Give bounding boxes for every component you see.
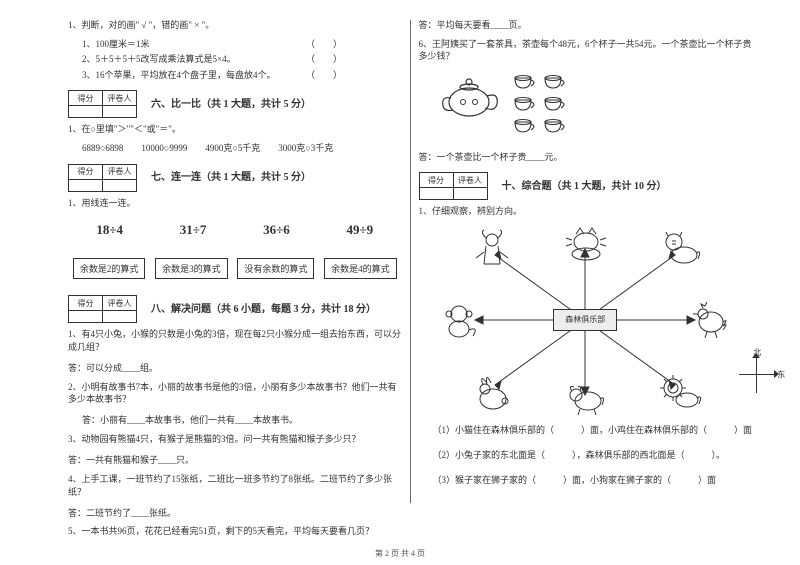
- judge-text-1: 1、100厘米＝1米: [82, 38, 150, 51]
- sec8-q5: 5、一本书共96页，花花已经看完51页，剩下的5天看完，平均每天要看几页？: [68, 525, 402, 538]
- compass-north: 北: [753, 347, 761, 358]
- section-7-header: 得分评卷人 七、连一连（共 1 大题，共计 5 分）: [68, 158, 402, 194]
- judge-paren-1: （ ）: [306, 38, 342, 51]
- equation-row: 18÷4 31÷7 36÷6 49÷9: [68, 222, 402, 238]
- eq-3: 36÷6: [263, 222, 290, 238]
- judge-text-2: 2、5＋5＋5＋5改写成乘法算式是5×4。: [82, 53, 236, 66]
- sec8-q6: 6、王阿姨买了一套茶具，茶壶每个48元，6个杯子一共54元。一个茶壶比一个杯子贵…: [419, 38, 753, 63]
- section-10-header: 得分评卷人 十、综合题（共 1 大题，共计 10 分）: [419, 166, 753, 202]
- eq-2: 31÷7: [180, 222, 207, 238]
- remainder-box-row: 余数是2的算式 余数是3的算式 没有余数的算式 余数是4的算式: [68, 258, 402, 279]
- sec8-a3: 答：一共有熊猫和猴子____只。: [68, 454, 402, 467]
- sec8-q4: 4、上手工课，一班节约了15张纸，二班比一班多节约了8张纸。二班节约了多少张纸？: [68, 473, 402, 498]
- section-10-title: 十、综合题（共 1 大题，共计 10 分）: [502, 177, 667, 192]
- animal-rabbit-icon: [471, 373, 513, 413]
- sec10-fill-1: （1）小猫住在森林俱乐部的（ ）面，小鸡住在森林俱乐部的（ ）面: [433, 423, 753, 436]
- sec8-q3: 3、动物园有熊猫4只，有猴子是熊猫的3倍。问一共有熊猫和猴子多少只？: [68, 433, 402, 446]
- score-table-10: 得分评卷人: [419, 172, 488, 200]
- animal-chicken-icon: [691, 301, 733, 341]
- sec8-a1: 答：可以分成____组。: [68, 362, 402, 375]
- sec6-row: 6889○6898 10000○9999 4900克○5千克 3000克○3千克: [68, 142, 402, 155]
- judge-item-1: 1、100厘米＝1米 （ ）: [82, 38, 342, 51]
- score-table-6: 得分评卷人: [68, 90, 137, 118]
- sec8-a2: 答：小丽有____本故事书，他们一共有____本故事书。: [68, 414, 402, 427]
- score-label: 得分: [69, 91, 103, 106]
- animal-dog-icon: [565, 379, 607, 419]
- cups-icon: [511, 72, 591, 134]
- sec8-a4: 答：二班节约了____张纸。: [68, 507, 402, 520]
- judge-item-2: 2、5＋5＋5＋5改写成乘法算式是5×4。 （ ）: [82, 53, 342, 66]
- teapot-illustration: [439, 72, 753, 134]
- sec8-a6: 答：一个茶壶比一个杯子贵____元。: [419, 151, 753, 164]
- compass-icon: 北 东: [737, 355, 777, 395]
- score-table-8: 得分评卷人: [68, 295, 137, 323]
- rembox-3: 没有余数的算式: [237, 258, 314, 279]
- sec8-q1: 1、有4只小兔，小猴的只数是小兔的3倍，现在每2只小猴分成一组去抬东西，可以分成…: [68, 328, 402, 353]
- eq-1: 18÷4: [96, 222, 123, 238]
- sec7-q1: 1、用线连一连。: [68, 197, 402, 210]
- page-footer: 第 2 页 共 4 页: [0, 548, 800, 559]
- sec10-fill-2: （2）小兔子家的东北面是（ ），森林俱乐部的西北面是（ ）。: [433, 448, 753, 461]
- section-6-title: 六、比一比（共 1 大题，共计 5 分）: [151, 95, 311, 110]
- judge-paren-2: （ ）: [306, 53, 342, 66]
- teapot-icon: [439, 72, 501, 122]
- judge-item-3: 3、16个苹果，平均放在4个盘子里，每盘放4个。 （ ）: [82, 69, 342, 82]
- section-8-title: 八、解决问题（共 6 小题，每题 3 分，共计 18 分）: [151, 300, 376, 315]
- sec8-q2: 2、小明有故事书7本，小丽的故事书是他的3倍，小丽有多少本故事书？他们一共有多少…: [68, 381, 402, 406]
- sec8-a5: 答：平均每天要看____页。: [419, 19, 753, 32]
- judge-text-3: 3、16个苹果，平均放在4个盘子里，每盘放4个。: [82, 69, 276, 82]
- animal-cat-icon: [565, 225, 607, 265]
- rembox-1: 余数是2的算式: [73, 258, 146, 279]
- animal-lion-icon: [659, 373, 701, 413]
- eq-4: 49÷9: [346, 222, 373, 238]
- sec6-q1: 1、在○里填"＞""＜"或"＝"。: [68, 123, 402, 136]
- animal-monkey-icon: [439, 301, 481, 341]
- rembox-4: 余数是4的算式: [324, 258, 397, 279]
- animal-girl-icon: [471, 229, 513, 269]
- score-table-7: 得分评卷人: [68, 164, 137, 192]
- judge-intro: 1、判断，对的画" √ "，错的画" × "。: [68, 19, 402, 32]
- star-diagram: 森林俱乐部: [435, 225, 735, 415]
- section-8-header: 得分评卷人 八、解决问题（共 6 小题，每题 3 分，共计 18 分）: [68, 289, 402, 325]
- sec10-fill-3: （3）猴子家在狮子家的（ ）面，小狗家在狮子家的（ ）面: [433, 473, 753, 486]
- rembox-2: 余数是3的算式: [155, 258, 228, 279]
- sec10-q1: 1、仔细观察，辨别方向。: [419, 205, 753, 218]
- section-7-title: 七、连一连（共 1 大题，共计 5 分）: [151, 168, 311, 183]
- right-column: 答：平均每天要看____页。 6、王阿姨买了一套茶具，茶壶每个48元，6个杯子一…: [411, 16, 761, 541]
- diagram-center: 森林俱乐部: [553, 309, 617, 331]
- judge-paren-3: （ ）: [306, 69, 342, 82]
- compass-east: 东: [777, 369, 785, 380]
- animal-tiger-icon: [659, 229, 701, 269]
- grader-label: 评卷人: [103, 91, 137, 106]
- section-6-header: 得分评卷人 六、比一比（共 1 大题，共计 5 分）: [68, 84, 402, 120]
- left-column: 1、判断，对的画" √ "，错的画" × "。 1、100厘米＝1米 （ ） 2…: [60, 16, 410, 541]
